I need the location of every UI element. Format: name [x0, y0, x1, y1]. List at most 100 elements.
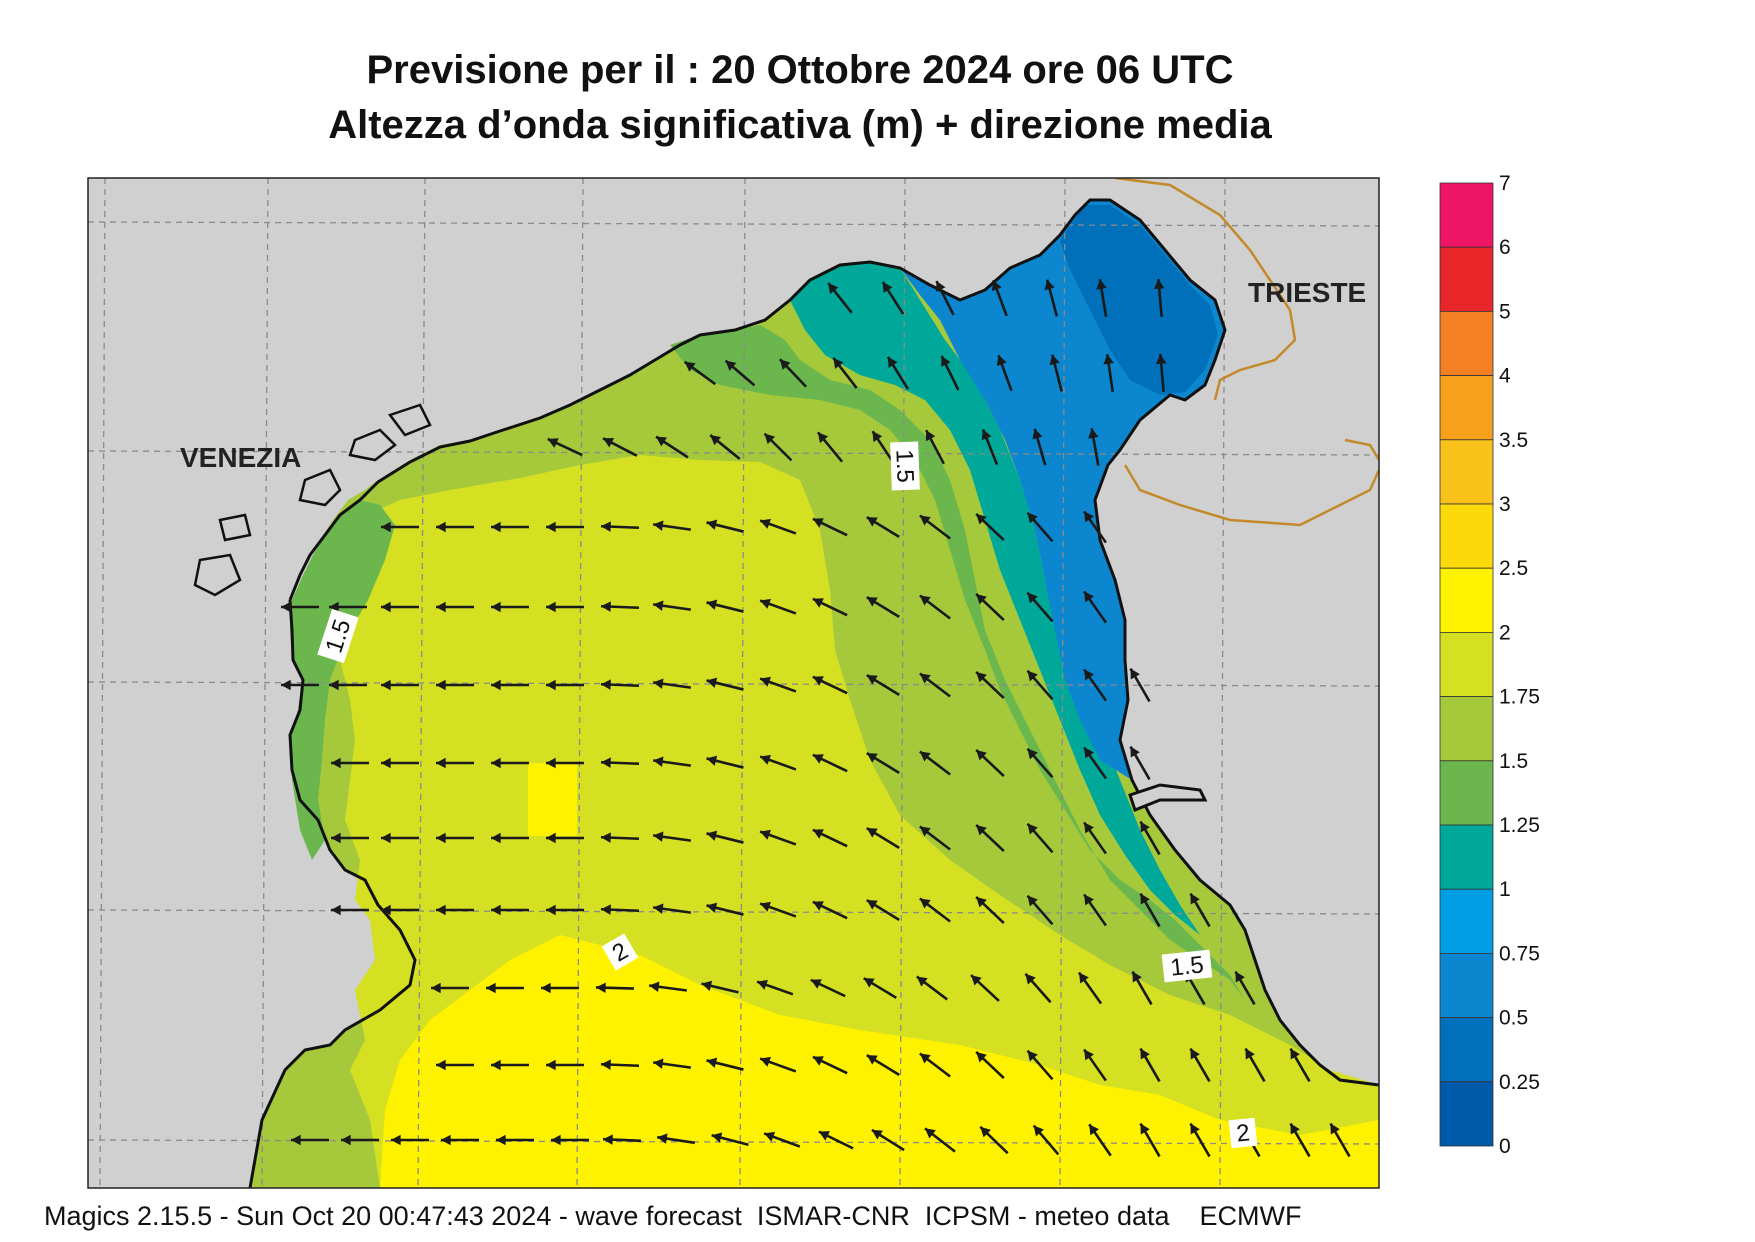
map-frame [87, 177, 1380, 1189]
wave-arrow-head [656, 436, 668, 447]
wave-arrow-head [1190, 1123, 1200, 1135]
wave-arrow-head [936, 281, 946, 293]
wave-arrow-head [436, 521, 446, 533]
wave-arrow-head [1155, 354, 1167, 365]
legend-swatch [1439, 1081, 1494, 1147]
wave-arrow-head [866, 597, 878, 607]
wave-arrow-head [812, 754, 824, 764]
wave-arrow-head [381, 601, 391, 613]
legend-swatch [1439, 567, 1494, 633]
legend-tick-label: 3 [1499, 493, 1511, 516]
wave-arrow-head [1033, 1125, 1044, 1137]
wave-arrow-head [546, 1059, 556, 1071]
wave-arrow-head [760, 901, 771, 912]
legend-swatch [1439, 182, 1494, 248]
wave-arrow-head [541, 982, 551, 994]
wave-arrow-head [486, 982, 496, 994]
wave-arrow-head [436, 757, 446, 769]
wave-arrow-head [706, 519, 718, 530]
wave-arrow-head [603, 438, 615, 448]
wave-arrow-head [441, 1134, 451, 1146]
legend-tick-label: 0 [1499, 1135, 1511, 1158]
wave-arrow-head [431, 982, 441, 994]
coastline [288, 198, 1379, 1087]
wave-zone-0-5-0-75 [1060, 205, 1218, 395]
wave-arrow-head [596, 982, 606, 993]
wave-arrow-head [976, 1051, 987, 1063]
wave-arrow-head [436, 601, 446, 613]
wave-arrow-head [1235, 971, 1245, 983]
wave-arrow-head [764, 433, 776, 445]
wave-arrow-head [684, 361, 696, 372]
legend-tick-label: 1 [1499, 878, 1511, 901]
wave-arrow-head [925, 430, 936, 442]
wave-arrow-head [976, 749, 987, 761]
legend-tick-label: 1.75 [1499, 686, 1540, 709]
legend-tick-label: 0.25 [1499, 1071, 1540, 1094]
wave-arrow-head [381, 679, 391, 691]
wave-arrow-head [919, 751, 931, 762]
parameter-title: Altezza d’onda significativa (m) + direz… [328, 103, 1272, 147]
border-lines [1114, 178, 1379, 527]
footer-credits: Magics 2.15.5 - Sun Oct 20 00:47:43 2024… [44, 1201, 1302, 1231]
legend-tick-label: 0.5 [1499, 1007, 1528, 1030]
wave-arrow-head [381, 757, 391, 769]
wave-arrow-head [812, 676, 824, 686]
wave-arrow-head [706, 1057, 718, 1068]
wave-arrow-head [546, 757, 556, 769]
wave-arrow-head [810, 979, 822, 989]
wave-arrow-head [381, 904, 391, 916]
wave-arrow-head [1084, 669, 1094, 681]
wave-arrow-head [828, 283, 839, 294]
wave-arrow-head [491, 757, 501, 769]
contour-label-5: 2 [1235, 1119, 1251, 1147]
wave-arrow-head [1084, 1049, 1094, 1061]
wave-arrow-head [919, 898, 931, 909]
legend-swatch [1439, 696, 1494, 762]
wave-arrow-head [329, 679, 339, 691]
wave-arrow-head [653, 756, 664, 767]
wave-arrow-head [1032, 428, 1043, 440]
wave-arrow-head [760, 598, 771, 609]
wave-arrow-head [971, 975, 982, 986]
wave-arrow-head [817, 432, 829, 444]
wave-arrow-head [919, 1053, 931, 1064]
wave-arrow-head [760, 829, 771, 840]
wave-arrow-head [601, 757, 611, 768]
wave-arrow-head [1084, 591, 1094, 603]
wave-arrow-head [1084, 747, 1094, 759]
wave-arrow-head [1027, 823, 1038, 835]
wave-arrow-head [329, 601, 339, 613]
wave-arrow-head [871, 1129, 883, 1140]
wave-arrow-head [924, 1128, 936, 1139]
city-label-trieste: TRIESTE [1248, 277, 1366, 308]
wave-arrow-head [331, 757, 341, 769]
legend-swatch [1439, 375, 1494, 441]
wave-arrow-head [706, 677, 718, 688]
wave-arrow-head [764, 1131, 776, 1142]
contour-label-1: 1.5 [890, 449, 918, 483]
wave-arrow-head [436, 1059, 446, 1071]
wave-arrow-head [436, 832, 446, 844]
wave-arrow-head [381, 521, 391, 533]
color-legend: 7 6 5 4 3.5 3 2.5 2 1.75 1.5 1.25 1 0.75 0.5 0.25 0 [1439, 172, 1540, 1158]
wave-arrow-head [882, 281, 893, 293]
wave-arrow-head [833, 357, 844, 369]
wave-arrow-head [653, 903, 664, 914]
wave-arrow-head [491, 1059, 501, 1071]
wave-arrow-head [1027, 748, 1038, 760]
venice-lagoon [193, 403, 432, 597]
wave-arrow-head [919, 515, 931, 526]
wave-arrow-head [1078, 972, 1089, 984]
legend-swatch [1439, 503, 1494, 569]
wave-arrow-head [1140, 1123, 1150, 1135]
wave-arrow-head [653, 520, 664, 531]
wave-arrow-head [818, 1131, 830, 1141]
wave-arrow-head [1084, 511, 1094, 523]
wave-arrow-head [779, 359, 791, 370]
wave-arrow-head [657, 1133, 668, 1144]
wave-arrow-head [1027, 1050, 1038, 1062]
wave-arrow-head [1096, 279, 1107, 290]
legend-tick-label: 3.5 [1499, 429, 1528, 452]
